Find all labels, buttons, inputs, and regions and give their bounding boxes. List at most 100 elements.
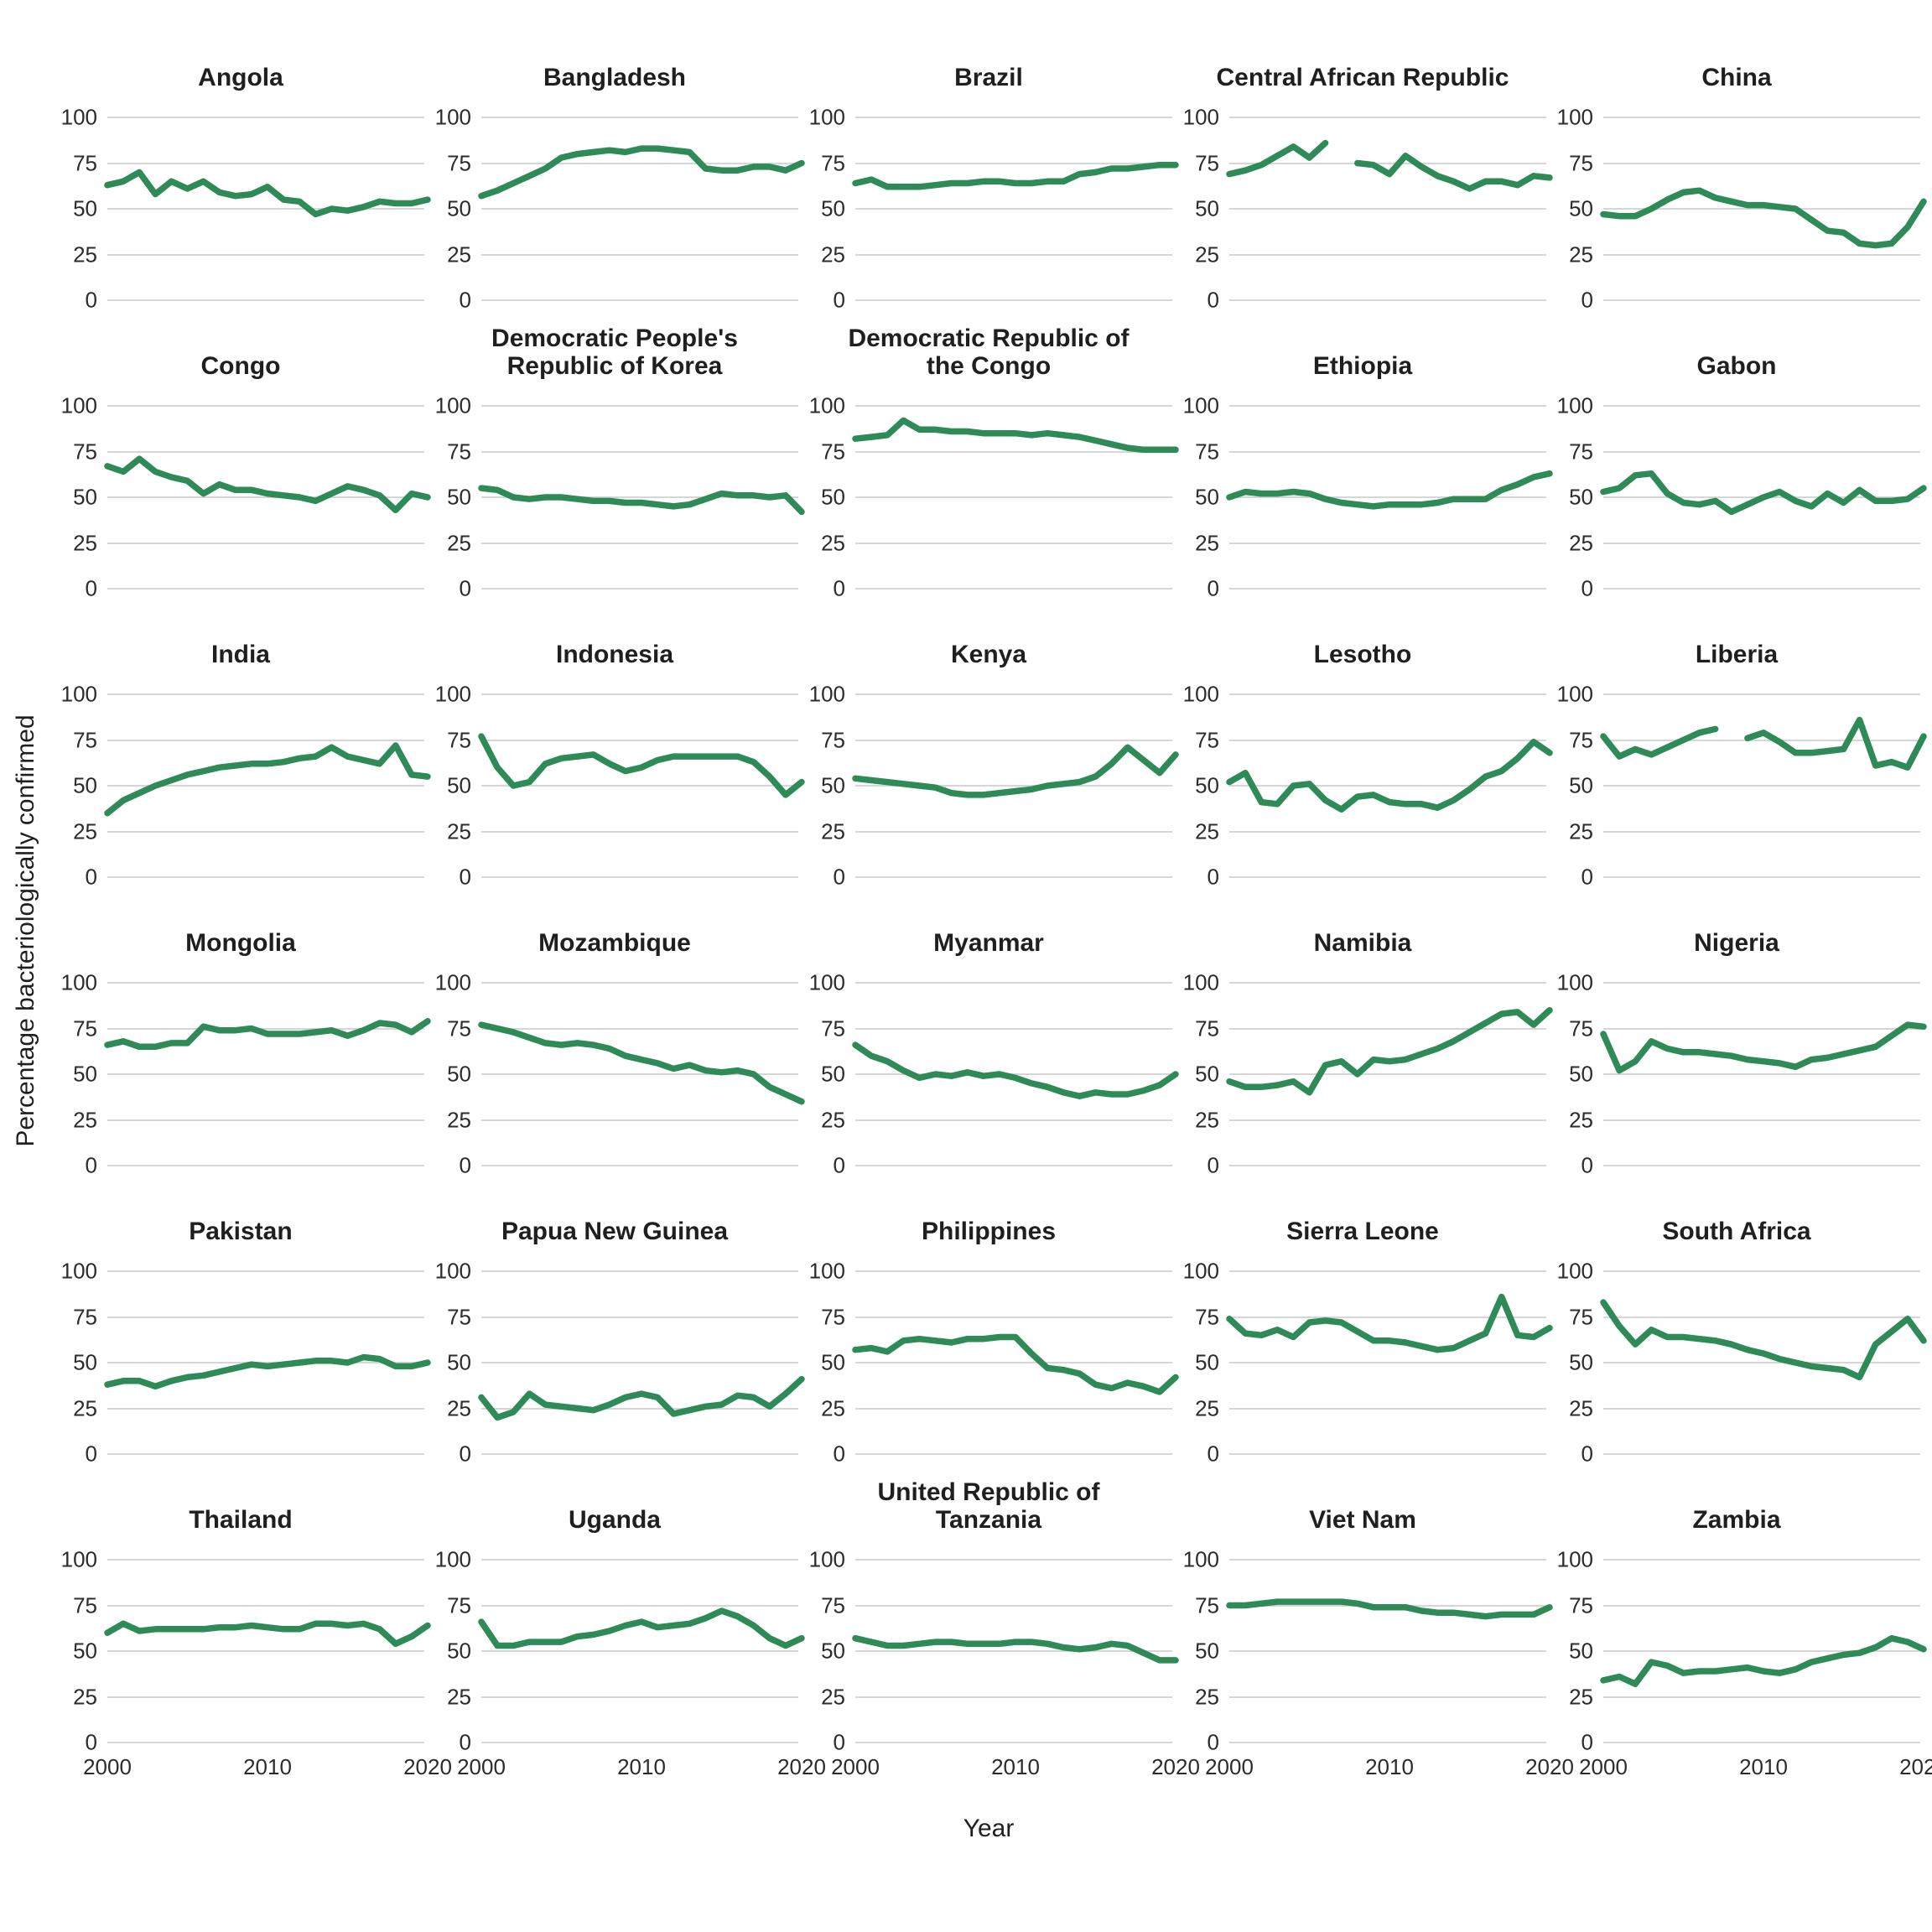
y-tick-label: 50 xyxy=(73,1061,97,1087)
y-tick-label: 25 xyxy=(447,818,471,844)
y-tick-label: 50 xyxy=(821,484,845,510)
y-tick-label: 75 xyxy=(1569,1015,1593,1041)
gridline xyxy=(1229,1742,1546,1743)
gridline xyxy=(855,1696,1172,1698)
y-axis-ticks: 0 25 50 75 100 xyxy=(54,384,107,607)
facet-title: Democratic Republic of the Congo xyxy=(848,324,1130,381)
y-tick-label: 100 xyxy=(60,681,97,707)
y-tick-label: 25 xyxy=(1195,1684,1219,1709)
plot-area xyxy=(855,117,1176,301)
facet-title: Philippines xyxy=(921,1218,1057,1246)
facet-panel: Uganda 0 25 50 75 100 2000 2010 2020 xyxy=(428,1472,826,1779)
gridline xyxy=(481,208,798,210)
plot-area xyxy=(1603,117,1924,301)
y-tick-label: 0 xyxy=(1581,287,1593,313)
facet-title: South Africa xyxy=(1662,1218,1811,1246)
facet-title: Bangladesh xyxy=(543,64,687,92)
plot-area xyxy=(1229,1270,1550,1455)
line-chart xyxy=(107,694,428,877)
y-tick-label: 100 xyxy=(808,681,845,707)
line-chart xyxy=(1229,117,1550,300)
gridline xyxy=(107,1073,424,1075)
facet-title: Liberia xyxy=(1695,641,1779,669)
y-tick-label: 25 xyxy=(821,242,845,267)
facet-panel: China 0 25 50 75 100 xyxy=(1550,30,1924,319)
gridline xyxy=(107,830,424,833)
facet-panel: Central African Republic 0 25 50 75 100 xyxy=(1176,30,1550,319)
y-tick-label: 50 xyxy=(73,484,97,510)
gridline xyxy=(1229,876,1546,878)
gridline xyxy=(1603,693,1920,695)
y-axis-ticks: 0 25 50 75 100 xyxy=(802,1249,855,1472)
facet-panel: Mongolia 0 25 50 75 100 xyxy=(54,896,428,1184)
y-tick-label: 100 xyxy=(808,969,845,995)
trend-line xyxy=(107,459,428,510)
y-axis-ticks: 0 25 50 75 100 xyxy=(1176,1538,1229,1761)
trend-line xyxy=(107,745,428,813)
gridline xyxy=(855,785,1172,787)
x-tick-label: 2000 xyxy=(831,1754,880,1779)
gridline xyxy=(107,1027,424,1030)
gridline xyxy=(1603,785,1920,787)
plot-area xyxy=(107,405,428,589)
gridline xyxy=(107,1119,424,1121)
facet-title: Uganda xyxy=(568,1506,661,1535)
x-axis-ticks: 2000 2010 2020 xyxy=(1579,1754,1932,1788)
gridline xyxy=(1603,1362,1920,1363)
y-tick-label: 100 xyxy=(1182,1258,1219,1284)
y-tick-label: 100 xyxy=(808,392,845,418)
facet-strip: Democratic Republic of the Congo xyxy=(802,319,1176,384)
gridline xyxy=(855,1027,1172,1030)
y-tick-label: 75 xyxy=(821,1015,845,1041)
gridline xyxy=(481,785,798,787)
y-tick-label: 50 xyxy=(447,1638,471,1664)
facet-panel: Ethiopia 0 25 50 75 100 xyxy=(1176,319,1550,607)
y-tick-label: 50 xyxy=(447,1349,471,1375)
facet-panel: Thailand 0 25 50 75 100 2000 2010 2020 xyxy=(54,1472,452,1779)
y-tick-label: 50 xyxy=(1569,195,1593,221)
y-tick-label: 0 xyxy=(1581,864,1593,890)
y-tick-label: 50 xyxy=(1569,1349,1593,1375)
facet-strip: Pakistan xyxy=(54,1184,428,1249)
facet-title: Indonesia xyxy=(555,641,674,669)
y-axis-ticks: 0 25 50 75 100 xyxy=(1176,384,1229,607)
gridline xyxy=(1229,1119,1546,1121)
facet-panel: Democratic Republic of the Congo 0 25 50 75 1… xyxy=(802,319,1176,607)
gridline xyxy=(107,299,424,301)
gridline xyxy=(855,496,1172,498)
facet-panel: Liberia 0 25 50 75 100 xyxy=(1550,607,1924,896)
trend-line xyxy=(107,1623,428,1644)
trend-line xyxy=(855,165,1176,187)
gridline xyxy=(107,739,424,741)
facet-panel: Myanmar 0 25 50 75 100 xyxy=(802,896,1176,1184)
y-tick-label: 0 xyxy=(833,864,845,890)
y-tick-label: 75 xyxy=(821,1592,845,1618)
y-tick-label: 0 xyxy=(85,575,97,601)
gridline xyxy=(481,1604,798,1607)
y-tick-label: 100 xyxy=(60,969,97,995)
plot-area xyxy=(1603,693,1924,878)
y-tick-label: 50 xyxy=(1195,195,1219,221)
gridline xyxy=(107,1407,424,1410)
y-tick-label: 50 xyxy=(73,1349,97,1375)
y-tick-label: 25 xyxy=(447,1107,471,1132)
gridline xyxy=(481,542,798,544)
facet-strip: Central African Republic xyxy=(1176,30,1550,96)
y-tick-label: 0 xyxy=(833,287,845,313)
plot-area xyxy=(1229,693,1550,878)
x-tick-label: 2020 xyxy=(1899,1754,1932,1779)
gridline xyxy=(481,739,798,741)
y-tick-label: 0 xyxy=(459,1152,471,1178)
gridline xyxy=(855,876,1172,878)
gridline xyxy=(1603,405,1920,407)
gridline xyxy=(1229,588,1546,589)
y-tick-label: 75 xyxy=(73,439,97,464)
x-tick-label: 2020 xyxy=(777,1754,826,1779)
y-tick-label: 25 xyxy=(821,1395,845,1420)
gridline xyxy=(107,1362,424,1363)
y-tick-label: 25 xyxy=(447,1684,471,1709)
y-axis-ticks: 0 25 50 75 100 xyxy=(54,961,107,1184)
facet-panel: Philippines 0 25 50 75 100 xyxy=(802,1184,1176,1472)
facet-strip: Nigeria xyxy=(1550,896,1924,961)
